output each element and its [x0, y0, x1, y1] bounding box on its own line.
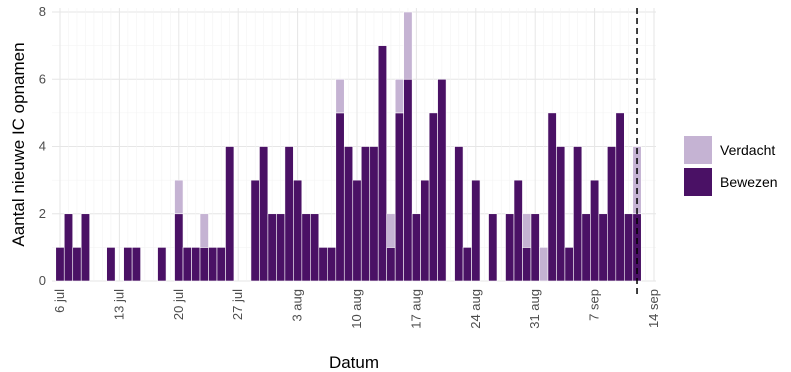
legend-label-bewezen: Bewezen	[720, 174, 778, 190]
bar-verdacht	[335, 78, 345, 114]
bar-bewezen	[556, 146, 566, 282]
bar-bewezen	[55, 247, 65, 282]
legend-item-verdacht: Verdacht	[684, 134, 778, 166]
bar-bewezen	[615, 112, 625, 282]
bar-bewezen	[547, 112, 557, 282]
bar-bewezen	[310, 213, 320, 282]
bar-bewezen	[284, 146, 294, 282]
bar-bewezen	[607, 146, 617, 282]
x-tick-label: 17 aug	[408, 289, 423, 329]
bar-bewezen	[513, 179, 523, 282]
bar-bewezen	[267, 213, 277, 282]
bar-bewezen	[131, 247, 141, 282]
bar-bewezen	[199, 247, 209, 282]
bar-bewezen	[564, 247, 574, 282]
x-axis-ticks: 6 jul 13 jul 20 jul 27 jul 3 aug 10 aug 17 aug…	[52, 289, 661, 329]
bar-bewezen	[623, 213, 634, 282]
legend-swatch-verdacht	[684, 136, 712, 164]
x-tick-label: 6 jul	[52, 289, 67, 313]
bar-bewezen	[581, 213, 591, 282]
bar-bewezen	[522, 247, 532, 282]
legend-label-verdacht: Verdacht	[720, 142, 776, 158]
bar-bewezen	[343, 146, 354, 282]
bar-verdacht	[403, 11, 413, 80]
bar-bewezen	[276, 213, 286, 282]
y-axis-ticks: 0 2 4 6 8	[39, 4, 46, 288]
bar-bewezen	[598, 213, 608, 282]
bar-bewezen	[505, 213, 515, 282]
bar-bewezen	[157, 247, 167, 282]
bar-bewezen	[259, 146, 269, 282]
y-tick-label: 8	[39, 4, 46, 19]
y-tick-label: 2	[39, 206, 46, 221]
bar-bewezen	[182, 247, 192, 282]
bar-bewezen	[208, 247, 218, 282]
bar-bewezen	[352, 179, 362, 282]
y-axis-title: Aantal nieuwe IC opnamen	[9, 42, 28, 246]
bar-bewezen	[360, 146, 371, 282]
bar-bewezen	[590, 179, 600, 282]
y-tick-label: 6	[39, 71, 46, 86]
bar-bewezen	[63, 213, 74, 282]
x-tick-label: 7 sep	[587, 289, 602, 321]
bar-bewezen	[191, 247, 201, 282]
x-tick-label: 13 jul	[111, 289, 126, 320]
bar-bewezen	[174, 213, 184, 282]
y-tick-label: 0	[39, 273, 46, 288]
bar-bewezen	[454, 146, 464, 282]
bar-bewezen	[420, 179, 430, 282]
x-axis-title: Datum	[329, 353, 379, 372]
bar-bewezen	[377, 45, 388, 282]
bar-bewezen	[225, 146, 235, 282]
x-tick-label: 27 jul	[230, 289, 245, 320]
bar-bewezen	[216, 247, 226, 282]
bar-verdacht	[539, 247, 549, 282]
bar-bewezen	[428, 112, 438, 282]
x-tick-label: 20 jul	[171, 289, 186, 320]
bar-bewezen	[72, 247, 82, 282]
bar-bewezen	[488, 213, 498, 282]
bar-bewezen	[471, 179, 481, 282]
bar-bewezen	[250, 179, 260, 282]
bar-bewezen	[411, 213, 421, 282]
bar-verdacht	[522, 213, 532, 248]
x-tick-label: 24 aug	[468, 289, 483, 329]
bar-bewezen	[403, 78, 413, 282]
x-tick-label: 10 aug	[349, 289, 364, 329]
bar-bewezen	[369, 146, 379, 282]
bar-bewezen	[293, 179, 303, 282]
legend-item-bewezen: Bewezen	[684, 166, 778, 198]
bar-verdacht	[199, 213, 209, 248]
x-tick-label: 3 aug	[290, 289, 305, 322]
bar-bewezen	[106, 247, 116, 282]
bar-bewezen	[573, 146, 583, 282]
legend: Verdacht Bewezen	[684, 134, 778, 198]
bar-bewezen	[530, 213, 540, 282]
bar-bewezen	[326, 247, 337, 282]
bar-bewezen	[318, 247, 328, 282]
x-tick-label: 14 sep	[646, 289, 661, 328]
bar-bewezen	[386, 247, 396, 282]
bar-bewezen	[437, 78, 447, 282]
bar-verdacht	[174, 179, 184, 215]
legend-swatch-bewezen	[684, 168, 712, 196]
bar-bewezen	[462, 247, 472, 282]
bar-bewezen	[80, 213, 91, 282]
bar-verdacht	[386, 213, 396, 248]
bars	[55, 11, 642, 282]
x-tick-label: 31 aug	[527, 289, 542, 329]
bar-bewezen	[394, 112, 404, 282]
bar-bewezen	[335, 112, 345, 282]
bar-bewezen	[123, 247, 133, 282]
y-tick-label: 4	[39, 139, 46, 154]
bar-verdacht	[394, 78, 404, 114]
bar-bewezen	[301, 213, 311, 282]
